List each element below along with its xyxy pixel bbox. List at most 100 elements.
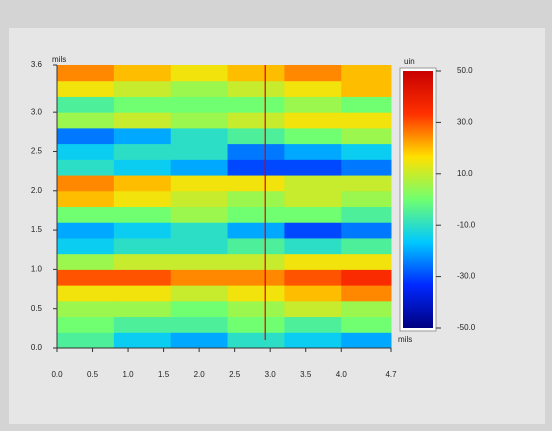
heatmap-cell (284, 300, 342, 318)
heatmap-cell (227, 332, 285, 349)
heatmap-cell (341, 80, 392, 97)
y-tick-label: 0.5 (31, 304, 43, 313)
heatmap-cell (284, 80, 342, 97)
heatmap-cell (57, 112, 115, 129)
heatmap-cell (341, 285, 392, 302)
colorbar-tick-label: -30.0 (457, 272, 476, 281)
y-tick-label: 2.0 (31, 186, 43, 195)
heatmap-cell (57, 316, 115, 333)
colorbar-tick-label: 30.0 (457, 118, 473, 127)
x-tick-label: 2.0 (194, 370, 206, 379)
heatmap-cell (113, 190, 172, 207)
heatmap-cell (227, 316, 285, 333)
heatmap-cell (113, 127, 172, 145)
y-tick-label: 3.6 (31, 60, 43, 69)
heatmap-cell (341, 159, 392, 176)
heatmap-cell (284, 222, 342, 239)
x-tick-label: 3.0 (265, 370, 277, 379)
heatmap-cell (113, 96, 172, 113)
heatmap-cell (284, 143, 342, 160)
heatmap-cell (284, 206, 342, 223)
heatmap-cell (57, 65, 115, 82)
x-tick-label: 4.7 (385, 370, 397, 379)
heatmap-cell (113, 316, 172, 333)
heatmap-cell (57, 222, 115, 239)
heatmap-cell (284, 190, 342, 207)
heatmap-cell (170, 96, 229, 113)
heatmap-cell (57, 143, 115, 160)
heatmap-cell (170, 206, 229, 223)
heatmap-cell (170, 143, 229, 160)
heatmap-cell (227, 80, 285, 97)
heatmap-cell (227, 206, 285, 223)
heatmap-cell (113, 143, 172, 160)
x-tick-label: 2.5 (229, 370, 241, 379)
heatmap-cell (113, 80, 172, 97)
heatmap-cell (284, 253, 342, 270)
heatmap-cell (57, 206, 115, 223)
y-tick-label: 2.5 (31, 147, 43, 156)
heatmap-cell (341, 206, 392, 223)
heatmap-cell (57, 285, 115, 302)
heatmap-cell (113, 175, 172, 192)
heatmap-cell (113, 269, 172, 286)
heatmap-cell (284, 237, 342, 255)
heatmap-cell (170, 316, 229, 333)
heatmap-cell (341, 96, 392, 113)
heatmap-cell (170, 65, 229, 82)
heatmap-cell (227, 285, 285, 302)
heatmap-cell (284, 65, 342, 82)
heatmap-cell (284, 332, 342, 349)
heatmap-cell (170, 159, 229, 176)
heatmap-cell (341, 253, 392, 270)
heatmap-cell (113, 237, 172, 255)
x-tick-label: 4.0 (336, 370, 348, 379)
heatmap-cell (170, 175, 229, 192)
heatmap-cell (284, 127, 342, 145)
y-tick-label: 0.0 (31, 343, 43, 352)
colorbar-label: uin (404, 57, 415, 66)
heatmap-cell (170, 80, 229, 97)
heatmap-cell (227, 190, 285, 207)
heatmap-cell (113, 300, 172, 318)
heatmap-cell (284, 285, 342, 302)
heatmap-cell (170, 269, 229, 286)
heatmap-cell (113, 159, 172, 176)
x-tick-label: 0.5 (87, 370, 99, 379)
heatmap-cell (227, 253, 285, 270)
heatmap-cell (341, 332, 392, 349)
y-axis-label: mils (52, 55, 66, 64)
heatmap-cell (57, 80, 115, 97)
heatmap-cell (57, 175, 115, 192)
heatmap-cell (113, 332, 172, 349)
heatmap-cell (284, 269, 342, 286)
heatmap-cell (227, 237, 285, 255)
heatmap-cell (341, 300, 392, 318)
heatmap-cell (284, 96, 342, 113)
heatmap-cell (57, 96, 115, 113)
heatmap-cell (227, 96, 285, 113)
colorbar-tick-label: -10.0 (457, 220, 476, 229)
y-tick-label: 1.0 (31, 264, 43, 273)
heatmap-cell (57, 190, 115, 207)
heatmap-cell (227, 269, 285, 286)
heatmap-cell (341, 127, 392, 145)
heatmap-cell (170, 127, 229, 145)
x-tick-label: 1.5 (158, 370, 170, 379)
heatmap-cell (341, 316, 392, 333)
heatmap-cell (341, 143, 392, 160)
heatmap-cell (57, 253, 115, 270)
heatmap-cell (170, 300, 229, 318)
heatmap-cell (341, 237, 392, 255)
heatmap-cell (284, 112, 342, 129)
heatmap-cell (284, 175, 342, 192)
heatmap-cell (170, 112, 229, 129)
heatmap-cell (227, 159, 285, 176)
heatmap-cell (227, 112, 285, 129)
heatmap-cell (113, 285, 172, 302)
heatmap-cell (341, 112, 392, 129)
x-tick-label: 3.5 (300, 370, 312, 379)
heatmap-cell (341, 222, 392, 239)
